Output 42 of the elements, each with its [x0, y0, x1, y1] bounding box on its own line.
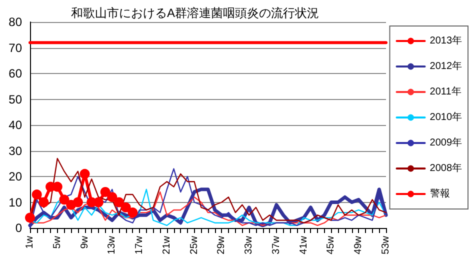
chart-title: 和歌山市におけるA群溶連菌咽頭炎の流行状況 — [70, 6, 320, 20]
legend-label: 2011年 — [430, 86, 462, 98]
legend-label: 警報 — [430, 188, 450, 200]
x-tick-label: 53w — [380, 235, 392, 254]
x-tick-label: 25w — [188, 235, 200, 254]
x-tick-label: 45w — [326, 235, 337, 254]
point — [120, 202, 131, 212]
point — [80, 168, 90, 179]
legend-label: 2013年 — [430, 34, 462, 46]
x-tick-label: 37w — [270, 235, 282, 254]
legend-label: 2009年 — [430, 136, 462, 148]
point — [128, 208, 138, 218]
legend-label: 2010年 — [430, 111, 462, 123]
y-tick-label: 50 — [8, 92, 22, 106]
legend-label: 2012年 — [430, 60, 462, 72]
x-tick-label: 29w — [216, 235, 228, 254]
x-tick-label: 41w — [298, 235, 310, 254]
y-tick-label: 70 — [8, 40, 22, 55]
x-tick-label: 1w — [24, 235, 36, 249]
y-tick-label: 30 — [8, 144, 22, 158]
point — [114, 197, 124, 208]
y-tick-label: 40 — [8, 118, 22, 132]
x-tick-label: 9w — [79, 235, 90, 249]
y-tick-label: 10 — [8, 195, 22, 210]
point — [59, 194, 70, 205]
y-tick-label: 0 — [15, 221, 22, 235]
x-tick-label: 13w — [106, 235, 118, 254]
x-tick-label: 33w — [244, 235, 255, 254]
point — [72, 197, 83, 208]
point — [32, 190, 42, 200]
x-tick-label: 49w — [353, 235, 364, 254]
point — [25, 212, 35, 223]
y-tick-label: 80 — [8, 15, 22, 29]
y-tick-label: 60 — [8, 66, 22, 80]
point — [38, 197, 49, 208]
legend-label: 2008年 — [430, 162, 462, 174]
point — [107, 192, 118, 202]
x-tick-label: 17w — [134, 235, 146, 254]
y-tick-label: 20 — [8, 170, 22, 184]
x-tick-label: 5w — [52, 235, 63, 249]
point — [100, 186, 110, 197]
x-tick-label: 21w — [161, 235, 172, 254]
